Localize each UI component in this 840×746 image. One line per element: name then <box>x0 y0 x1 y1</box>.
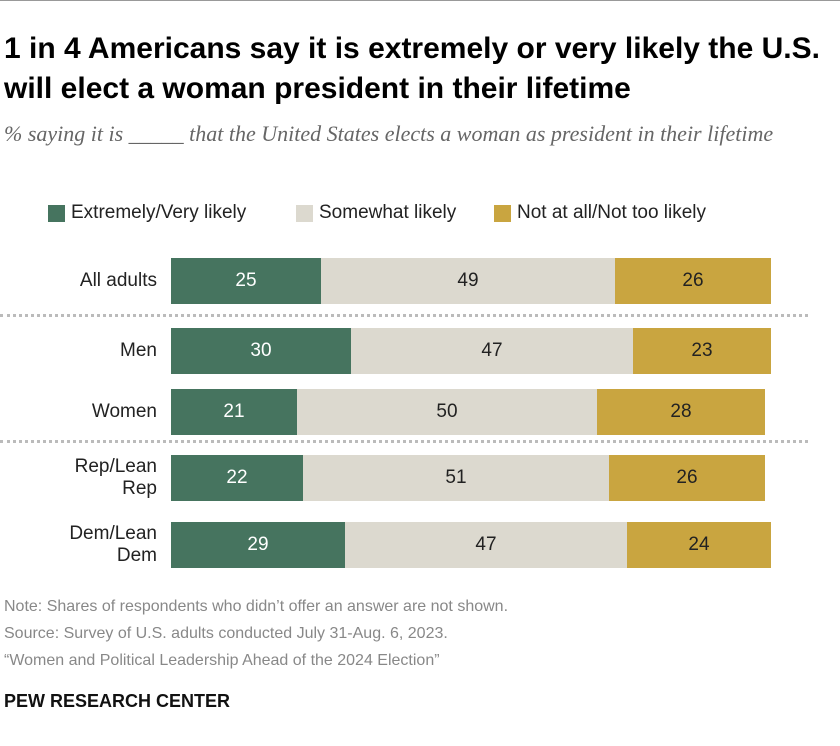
chart-title: 1 in 4 Americans say it is extremely or … <box>4 32 820 105</box>
legend-item: Extremely/Very likely <box>48 202 246 224</box>
legend-label: Somewhat likely <box>319 202 457 223</box>
bar: 23 <box>633 328 771 374</box>
bar: 49 <box>321 258 615 304</box>
value-label: 26 <box>682 270 704 291</box>
value-label: 51 <box>445 467 467 488</box>
separator <box>0 314 808 317</box>
value-label: 23 <box>691 340 713 361</box>
value-label: 50 <box>436 401 458 422</box>
separator <box>0 440 808 443</box>
legend-item: Not at all/Not too likely <box>494 202 706 224</box>
value-label: 47 <box>475 534 497 555</box>
bar: 30 <box>171 328 351 374</box>
note: “Women and Political Leadership Ahead of… <box>4 652 440 669</box>
chart-subtitle: % saying it is _____ that the United Sta… <box>4 121 774 146</box>
value-label: 30 <box>250 340 272 361</box>
legend-swatch <box>494 204 511 222</box>
category-label: All adults <box>79 270 157 291</box>
bar: 51 <box>303 455 609 501</box>
value-label: 47 <box>481 340 503 361</box>
value-label: 24 <box>688 534 710 555</box>
category-label: Women <box>91 401 157 422</box>
source-org: PEW RESEARCH CENTER <box>4 691 231 711</box>
value-label: 28 <box>670 401 692 422</box>
bar: 21 <box>171 389 297 435</box>
bar: 28 <box>597 389 765 435</box>
legend-swatch <box>296 204 313 222</box>
bar: 25 <box>171 258 321 304</box>
value-label: 22 <box>226 467 248 488</box>
bar: 26 <box>615 258 771 304</box>
value-label: 49 <box>457 270 479 291</box>
value-label: 25 <box>235 270 257 291</box>
legend-swatch <box>48 204 65 222</box>
bar: 47 <box>345 522 627 568</box>
bar: 22 <box>171 455 303 501</box>
note: Note: Shares of respondents who didn’t o… <box>4 598 509 615</box>
category-label: Dem/Lean Dem <box>69 523 157 566</box>
bar: 29 <box>171 522 345 568</box>
bar: 26 <box>609 455 765 501</box>
legend-label: Not at all/Not too likely <box>517 202 707 223</box>
note: Source: Survey of U.S. adults conducted … <box>4 625 448 642</box>
bar: 50 <box>297 389 597 435</box>
category-label: Rep/Lean Rep <box>74 456 157 499</box>
legend-label: Extremely/Very likely <box>71 202 247 223</box>
bar: 24 <box>627 522 771 568</box>
category-label: Men <box>120 340 157 361</box>
bar: 47 <box>351 328 633 374</box>
value-label: 21 <box>223 401 245 422</box>
value-label: 29 <box>247 534 269 555</box>
value-label: 26 <box>676 467 698 488</box>
legend-item: Somewhat likely <box>296 202 456 224</box>
